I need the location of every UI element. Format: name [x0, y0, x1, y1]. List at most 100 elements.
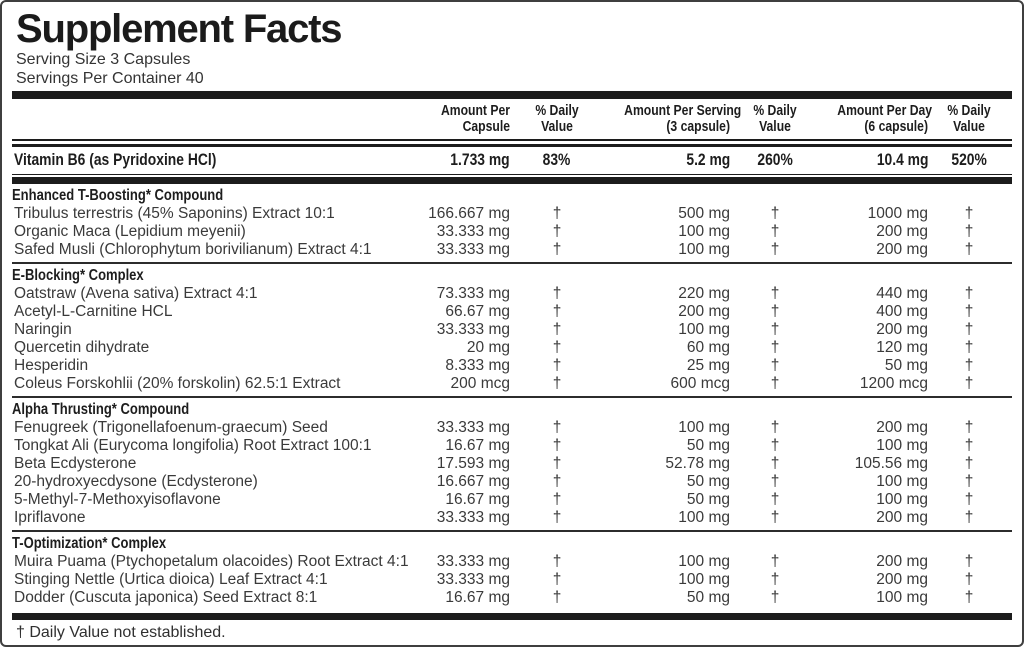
amount-per-day: 100 mg	[876, 473, 928, 490]
column-header-daily-value-serving: % Daily Value	[753, 103, 797, 135]
ingredient-row: Tribulus terrestris (45% Saponins) Extra…	[14, 205, 1010, 223]
amount-per-serving: 100 mg	[678, 419, 730, 436]
ingredient-row: Organic Maca (Lepidium meyenii) 33.333 mg…	[14, 223, 1010, 241]
section-enhanced-t-boosting-compound: Enhanced T-Boosting* Compound Tribulus te…	[12, 184, 1012, 262]
daily-value-day: †	[964, 205, 974, 222]
column-header-ingredient	[14, 103, 414, 135]
ingredient-name: Oatstraw (Avena sativa) Extract 4:1	[14, 285, 258, 302]
ingredient-row: Coleus Forskohlii (20% forskolin) 62.5:1…	[14, 375, 1010, 393]
daily-value-serving: †	[770, 589, 780, 606]
daily-value-capsule: †	[552, 321, 562, 338]
daily-value-day: †	[964, 509, 974, 526]
daily-value-capsule: †	[552, 491, 562, 508]
amount-per-serving: 220 mg	[678, 285, 730, 302]
divider-bar-bottom	[12, 613, 1012, 620]
amount-per-day: 200 mg	[876, 553, 928, 570]
amount-per-serving: 600 mcg	[670, 375, 730, 392]
daily-value-footnote: † Daily Value not established.	[16, 624, 226, 641]
daily-value-day: †	[964, 375, 974, 392]
amount-per-capsule: 33.333 mg	[436, 509, 510, 526]
daily-value-serving: †	[770, 419, 780, 436]
daily-value-serving: †	[770, 205, 780, 222]
amount-per-day: 100 mg	[876, 437, 928, 454]
section-title: Alpha Thrusting* Compound	[12, 401, 190, 418]
daily-value-serving: †	[770, 509, 780, 526]
daily-value-serving: †	[770, 437, 780, 454]
ingredient-row: Safed Musli (Chlorophytum borivilianum) …	[14, 241, 1010, 259]
daily-value-serving: †	[770, 375, 780, 392]
daily-value-day: †	[964, 419, 974, 436]
ingredient-row: Fenugreek (Trigonellafoenum-graecum) See…	[14, 419, 1010, 437]
ingredient-name: Muira Puama (Ptychopetalum olacoides) Ro…	[14, 553, 409, 570]
section-t-optimization-complex: T-Optimization* Complex Muira Puama (Ptyc…	[12, 530, 1012, 610]
daily-value-serving: †	[770, 241, 780, 258]
ingredient-name: Fenugreek (Trigonellafoenum-graecum) See…	[14, 419, 328, 436]
ingredient-name: Hesperidin	[14, 357, 89, 374]
daily-value-serving: †	[770, 455, 780, 472]
divider-double-line	[12, 139, 1012, 147]
amount-per-capsule: 33.333 mg	[436, 241, 510, 258]
ingredient-name: Stinging Nettle (Urtica dioica) Leaf Ext…	[14, 571, 328, 588]
amount-per-serving: 200 mg	[678, 303, 730, 320]
section-title: Enhanced T-Boosting* Compound	[12, 187, 224, 204]
daily-value-capsule: †	[552, 357, 562, 374]
ingredient-sections: Enhanced T-Boosting* Compound Tribulus te…	[12, 184, 1012, 610]
daily-value-day: †	[964, 321, 974, 338]
daily-value-day: †	[964, 357, 974, 374]
label-header: Supplement Facts Serving Size 3 Capsules…	[12, 6, 1012, 88]
ingredient-row: Ipriflavone 33.333 mg † 100 mg † 200 mg †	[14, 509, 1010, 527]
daily-value-serving: †	[770, 339, 780, 356]
ingredient-row: Tongkat Ali (Eurycoma longifolia) Root E…	[14, 437, 1010, 455]
daily-value-day: †	[964, 571, 974, 588]
column-header-daily-value-capsule: % Daily Value	[535, 103, 579, 135]
amount-per-serving: 100 mg	[678, 223, 730, 240]
amount-per-capsule: 33.333 mg	[436, 321, 510, 338]
amount-per-serving: 50 mg	[686, 473, 730, 490]
amount-per-capsule: 33.333 mg	[436, 571, 510, 588]
ingredient-row: Oatstraw (Avena sativa) Extract 4:1 73.33…	[14, 285, 1010, 303]
daily-value-capsule: †	[552, 205, 562, 222]
ingredient-name: Quercetin dihydrate	[14, 339, 150, 356]
amount-per-serving: 100 mg	[678, 571, 730, 588]
ingredient-name: Ipriflavone	[14, 509, 86, 526]
ingredient-name: Dodder (Cuscuta japonica) Seed Extract 8…	[14, 589, 318, 606]
ingredient-name: Acetyl-L-Carnitine HCL	[14, 303, 173, 320]
serving-size: Serving Size 3 Capsules	[16, 51, 191, 68]
amount-per-day: 105.56 mg	[854, 455, 928, 472]
section-title: E-Blocking* Complex	[12, 267, 144, 284]
amount-per-serving: 60 mg	[686, 339, 730, 356]
daily-value-capsule: †	[552, 303, 562, 320]
amount-per-capsule: 17.593 mg	[436, 455, 510, 472]
ingredient-row: Dodder (Cuscuta japonica) Seed Extract 8…	[14, 589, 1010, 607]
amount-per-day: 1200 mcg	[859, 375, 928, 392]
ingredient-name: Vitamin B6 (as Pyridoxine HCl)	[14, 151, 217, 169]
amount-per-capsule: 16.67 mg	[445, 491, 510, 508]
daily-value-serving: †	[770, 303, 780, 320]
daily-value-serving: 260%	[757, 151, 793, 169]
daily-value-capsule: 83%	[543, 151, 571, 169]
amount-per-capsule: 1.733 mg	[450, 151, 510, 169]
ingredient-row: Muira Puama (Ptychopetalum olacoides) Ro…	[14, 553, 1010, 571]
daily-value-capsule: †	[552, 473, 562, 490]
section-alpha-thrusting-compound: Alpha Thrusting* Compound Fenugreek (Trig…	[12, 396, 1012, 530]
amount-per-serving: 25 mg	[686, 357, 730, 374]
daily-value-serving: †	[770, 223, 780, 240]
daily-value-capsule: †	[552, 223, 562, 240]
daily-value-day: †	[964, 285, 974, 302]
daily-value-capsule: †	[552, 509, 562, 526]
vitamin-b6-row: Vitamin B6 (as Pyridoxine HCl) 1.733 mg …	[14, 147, 1010, 174]
column-header-daily-value-day: % Daily Value	[947, 103, 991, 135]
divider-thin-line	[12, 174, 1012, 175]
amount-per-capsule: 33.333 mg	[436, 419, 510, 436]
amount-per-capsule: 16.67 mg	[445, 437, 510, 454]
ingredient-name: Naringin	[14, 321, 72, 338]
amount-per-capsule: 33.333 mg	[436, 553, 510, 570]
daily-value-day: †	[964, 339, 974, 356]
amount-per-capsule: 33.333 mg	[436, 223, 510, 240]
amount-per-capsule: 200 mcg	[450, 375, 510, 392]
ingredient-name: Safed Musli (Chlorophytum borivilianum) …	[14, 241, 372, 258]
column-header-amount-per-day: Amount Per Day (6 capsule)	[837, 103, 933, 135]
ingredient-row: Stinging Nettle (Urtica dioica) Leaf Ext…	[14, 571, 1010, 589]
daily-value-day: †	[964, 241, 974, 258]
